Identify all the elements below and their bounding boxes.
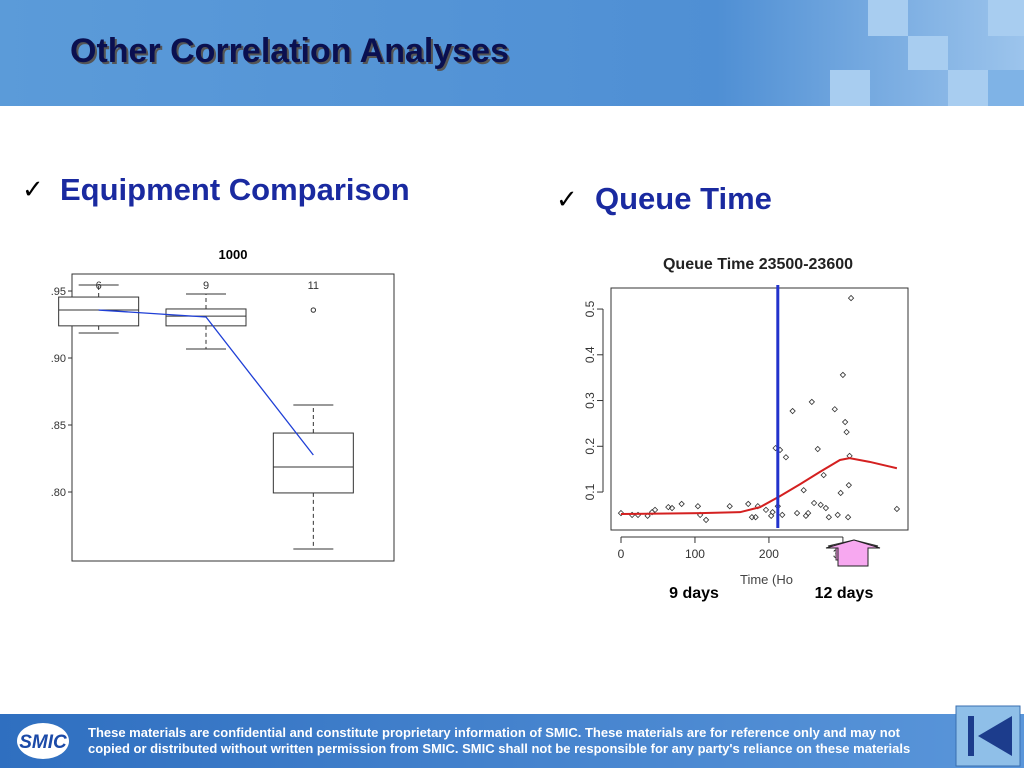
point [820, 471, 827, 479]
point [793, 509, 801, 517]
x-tick-label: 100 [685, 547, 705, 561]
chart-title: Queue Time 23500-23600 [663, 256, 853, 273]
y-tick-label: .90 [51, 353, 66, 365]
point [831, 406, 838, 413]
point [762, 506, 770, 514]
x-axis-label: Time (Ho [740, 572, 793, 587]
point [644, 512, 651, 519]
y-tick-label: 0.3 [583, 392, 597, 409]
annotation: 9 days [669, 585, 719, 602]
point [843, 428, 850, 436]
point [789, 407, 796, 415]
point [847, 294, 855, 302]
y-tick-label: .95 [51, 286, 66, 298]
title-shadow: Other Correlation Analyses [72, 34, 511, 72]
point [782, 454, 790, 461]
point [702, 516, 710, 524]
point [678, 500, 685, 508]
y-tick-label: 0.2 [583, 438, 597, 455]
logo-badge [17, 723, 69, 759]
check: ✓ [22, 174, 44, 204]
point [844, 514, 852, 521]
x-tick-label: 0 [618, 547, 625, 561]
point [810, 499, 818, 507]
point [845, 482, 852, 489]
point [834, 511, 841, 519]
slide-title: Other Correlation Analyses [70, 32, 509, 70]
point [808, 398, 816, 406]
point [651, 506, 659, 514]
point [726, 503, 733, 510]
point [745, 500, 752, 508]
point [769, 508, 776, 516]
y-tick-label: 0.1 [583, 483, 597, 500]
point [837, 489, 844, 497]
nav-icon [968, 716, 974, 756]
header-squares [830, 0, 1024, 106]
point [752, 514, 759, 521]
y-tick-label: .85 [51, 420, 66, 432]
footer-band [0, 714, 1024, 768]
point [665, 503, 672, 511]
point [804, 509, 812, 517]
point [694, 503, 702, 510]
count-label: 6 [96, 280, 102, 292]
point [893, 505, 901, 513]
plot-frame [71, 273, 395, 562]
x-tick-label: 200 [759, 547, 779, 561]
y-tick-label: 0.5 [583, 300, 597, 317]
box [272, 432, 354, 494]
point [839, 371, 847, 379]
section-label: Queue Time [595, 181, 772, 216]
mean-line [98, 309, 314, 456]
count-label: 11 [308, 280, 319, 292]
point [617, 509, 625, 517]
check: ✓ [556, 184, 578, 214]
point [817, 501, 824, 509]
footer-line: copied or distributed without written pe… [88, 741, 910, 756]
chart-title: 1000 [219, 247, 248, 262]
arrow [825, 539, 881, 567]
point [779, 511, 786, 519]
y-tick-label: .80 [51, 487, 66, 499]
point [841, 418, 849, 426]
point [748, 514, 756, 521]
point [668, 504, 676, 512]
section-label: Equipment Comparison [60, 172, 410, 207]
point [754, 503, 762, 510]
annotation: 12 days [815, 585, 874, 602]
nav-icon [978, 716, 1012, 756]
count-label: 9 [203, 280, 209, 292]
outlier [310, 307, 317, 313]
plot-frame [610, 287, 909, 531]
point [800, 487, 807, 494]
footer-line: These materials are confidential and con… [88, 725, 901, 740]
point [814, 445, 821, 453]
point [822, 504, 830, 512]
smooth-line [620, 457, 898, 515]
logo: SMIC [19, 732, 67, 753]
y-tick-label: 0.4 [583, 346, 597, 363]
point [825, 514, 833, 521]
